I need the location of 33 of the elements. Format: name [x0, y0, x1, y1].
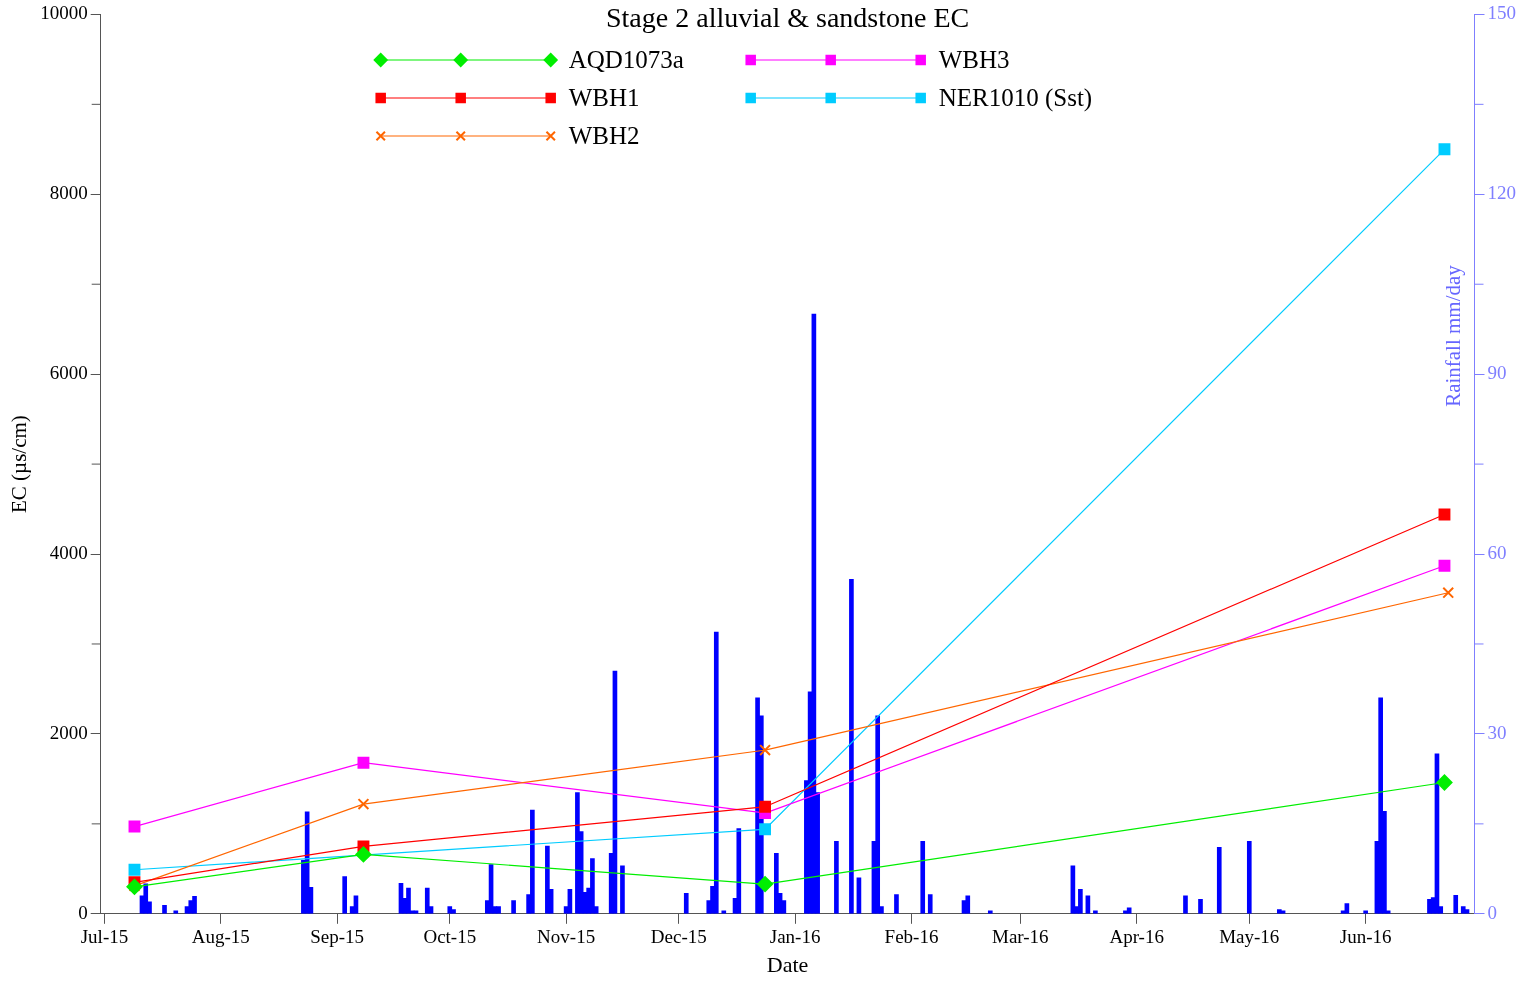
x-tick-label: Jul-15: [80, 926, 129, 948]
x-tick-label: Nov-15: [537, 926, 596, 948]
y-tick-label: 4000: [49, 542, 88, 564]
x-tick-label: Apr-16: [1109, 926, 1164, 948]
legend-label: WBH2: [568, 121, 640, 149]
x-tick-label: Jun-16: [1339, 926, 1392, 948]
x-tick-label: Feb-16: [884, 926, 939, 948]
y2-tick-label: 120: [1487, 182, 1516, 204]
y2-tick-label: 150: [1487, 2, 1516, 24]
x-axis-title: Date: [766, 951, 809, 977]
y-tick-label: 2000: [49, 721, 88, 743]
y2-tick-label: 0: [1487, 901, 1497, 923]
legend-label: NER1010 (Sst): [938, 83, 1093, 112]
x-tick-label: Aug-15: [191, 926, 250, 948]
y2-tick-label: 90: [1487, 362, 1507, 384]
y-tick-label: 0: [78, 901, 88, 923]
y-tick-label: 8000: [49, 182, 88, 204]
legend-label: WBH1: [568, 83, 640, 111]
y-tick-label: 10000: [40, 2, 88, 24]
y2-axis-title: Rainfall mm/day: [1441, 264, 1466, 407]
x-tick-label: May-16: [1219, 926, 1280, 948]
y-tick-label: 6000: [49, 362, 88, 384]
x-tick-label: Jan-16: [769, 926, 821, 948]
y-axis-title: EC (µs/cm): [7, 415, 32, 514]
legend-label: WBH3: [938, 45, 1010, 73]
x-tick-label: Mar-16: [992, 926, 1049, 948]
legend-label: AQD1073a: [568, 45, 684, 73]
x-tick-label: Sep-15: [310, 926, 365, 948]
y2-tick-label: 30: [1487, 721, 1507, 743]
y2-tick-label: 60: [1487, 542, 1507, 564]
x-tick-label: Dec-15: [650, 926, 707, 948]
chart-title: Stage 2 alluvial & sandstone EC: [606, 2, 970, 34]
x-tick-label: Oct-15: [423, 926, 477, 948]
